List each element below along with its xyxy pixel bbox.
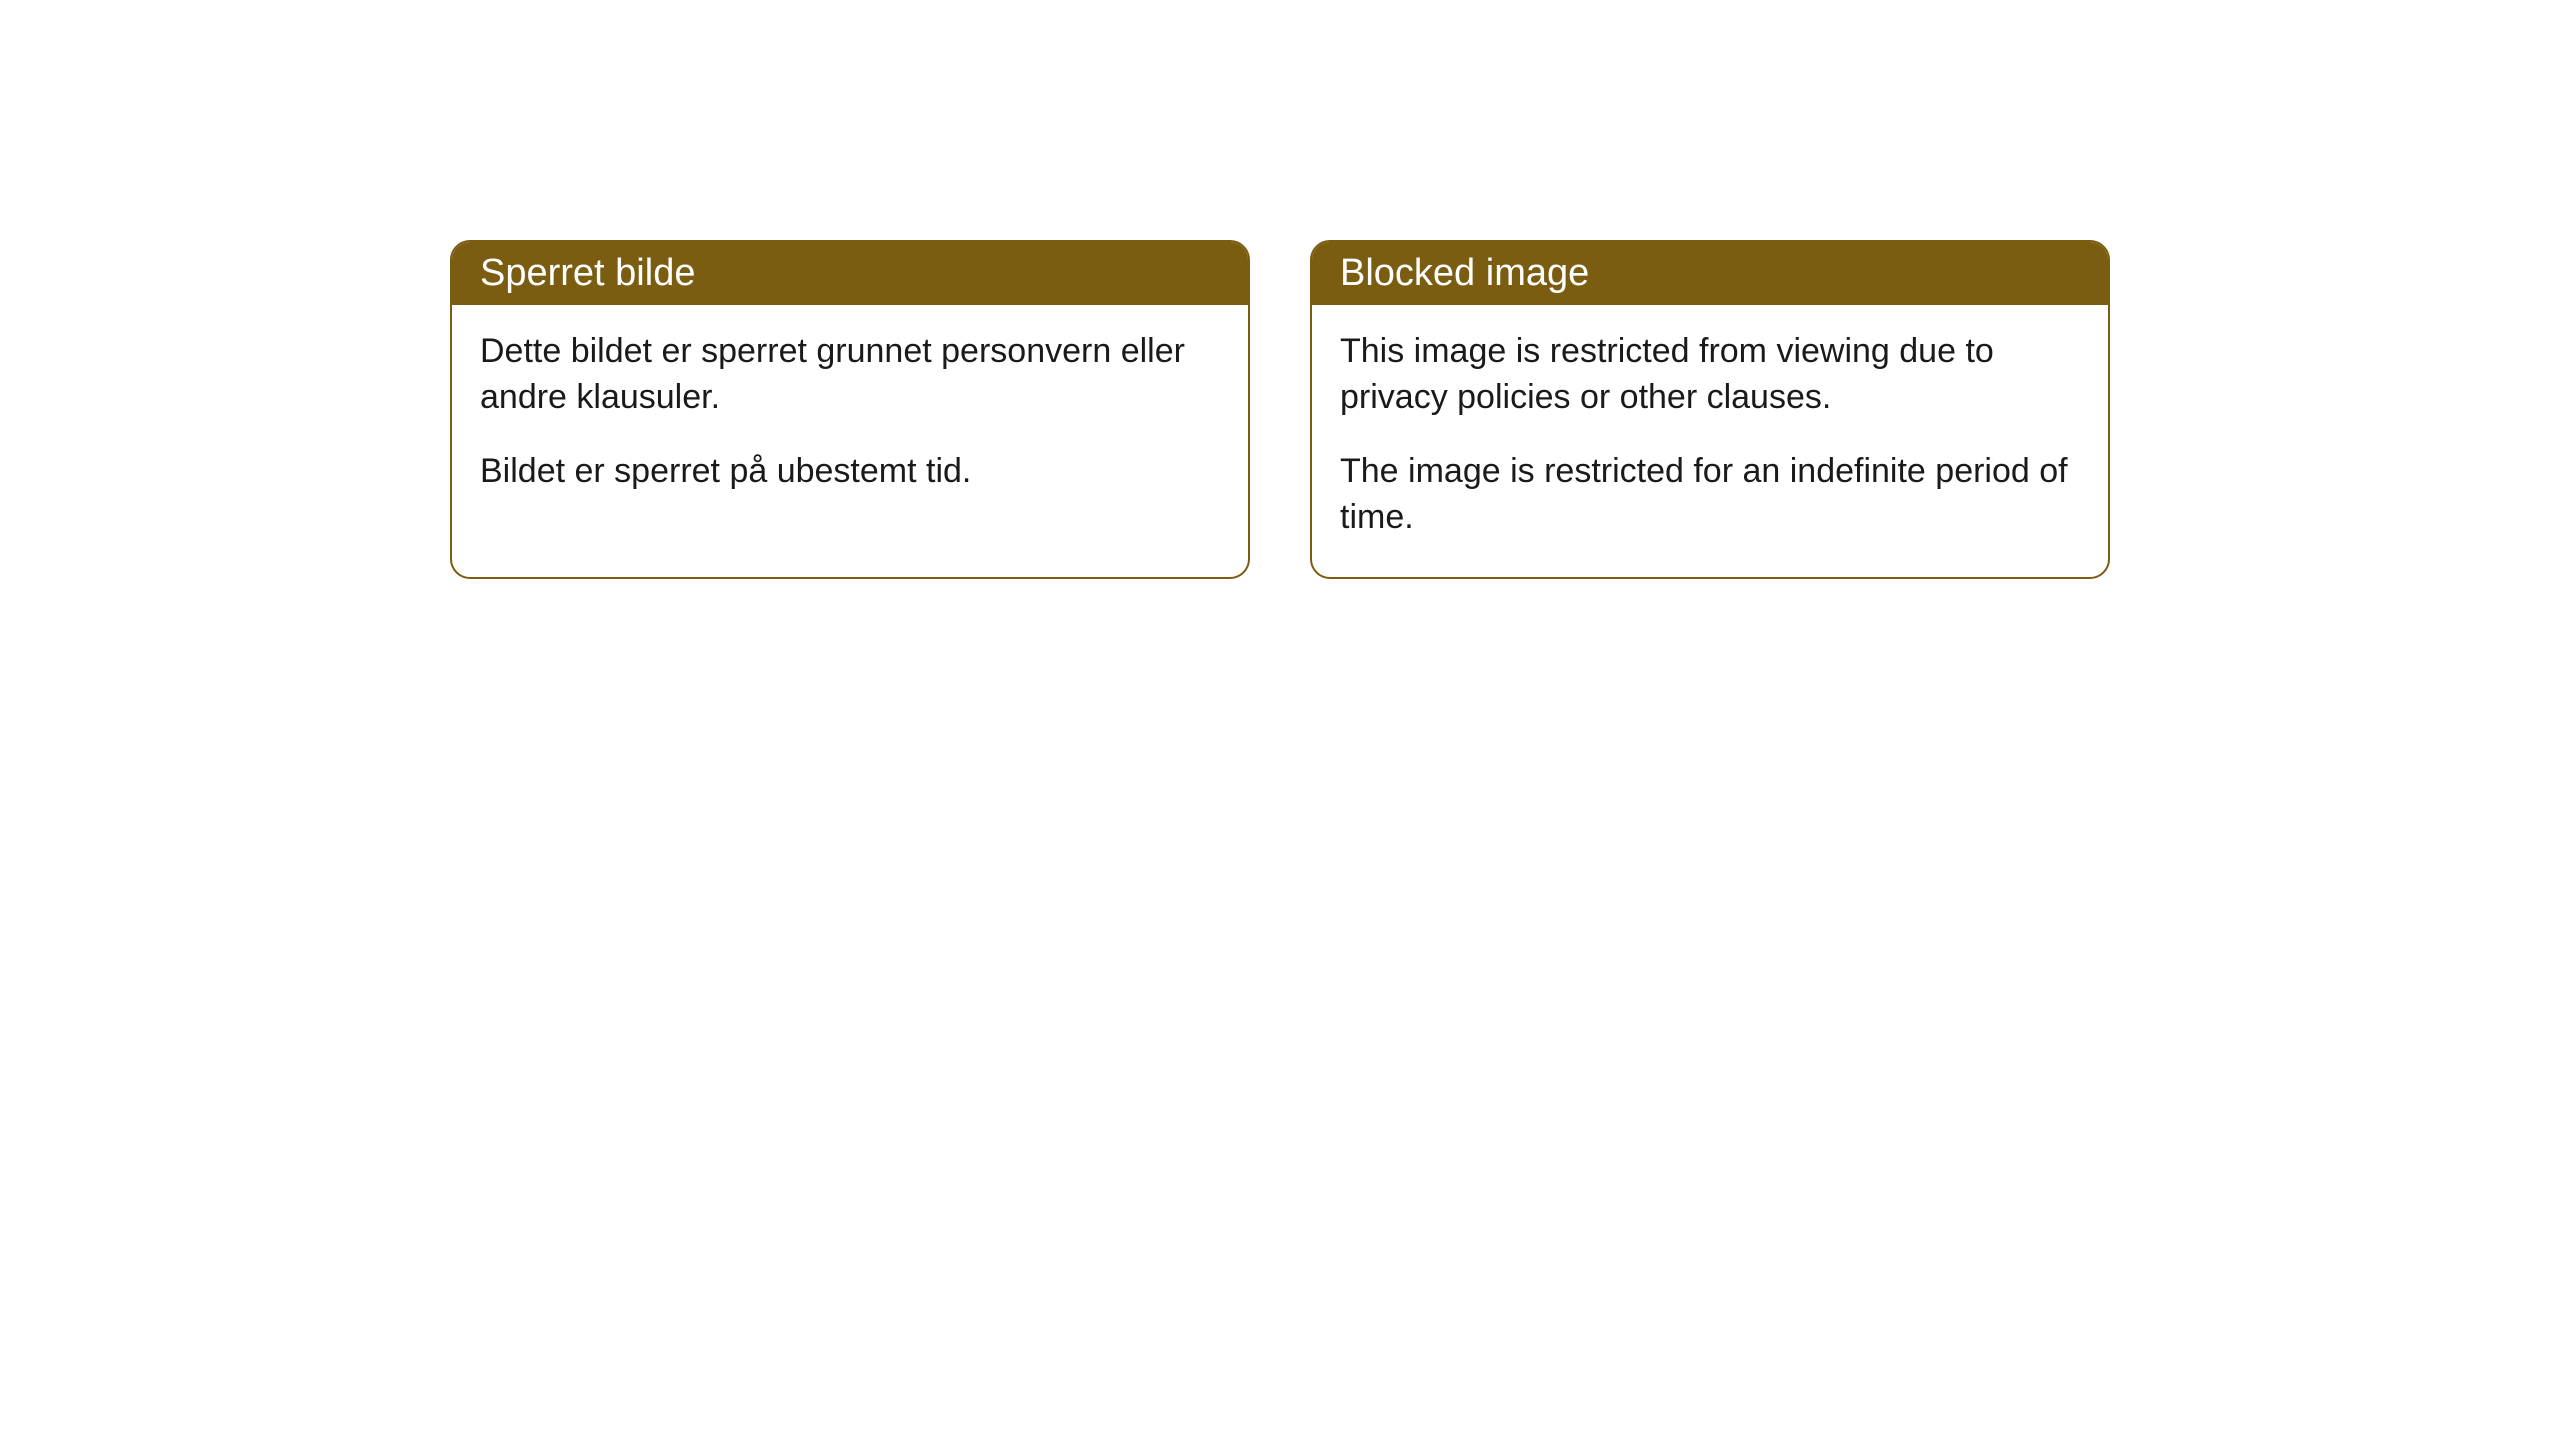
cards-container: Sperret bilde Dette bildet er sperret gr… <box>450 240 2560 579</box>
card-paragraph: Bildet er sperret på ubestemt tid. <box>480 449 1220 495</box>
card-header-norwegian: Sperret bilde <box>452 242 1248 305</box>
card-body-english: This image is restricted from viewing du… <box>1312 305 2108 577</box>
card-english: Blocked image This image is restricted f… <box>1310 240 2110 579</box>
card-paragraph: The image is restricted for an indefinit… <box>1340 449 2080 541</box>
card-header-english: Blocked image <box>1312 242 2108 305</box>
card-body-norwegian: Dette bildet er sperret grunnet personve… <box>452 305 1248 531</box>
card-norwegian: Sperret bilde Dette bildet er sperret gr… <box>450 240 1250 579</box>
card-paragraph: This image is restricted from viewing du… <box>1340 329 2080 421</box>
card-paragraph: Dette bildet er sperret grunnet personve… <box>480 329 1220 421</box>
